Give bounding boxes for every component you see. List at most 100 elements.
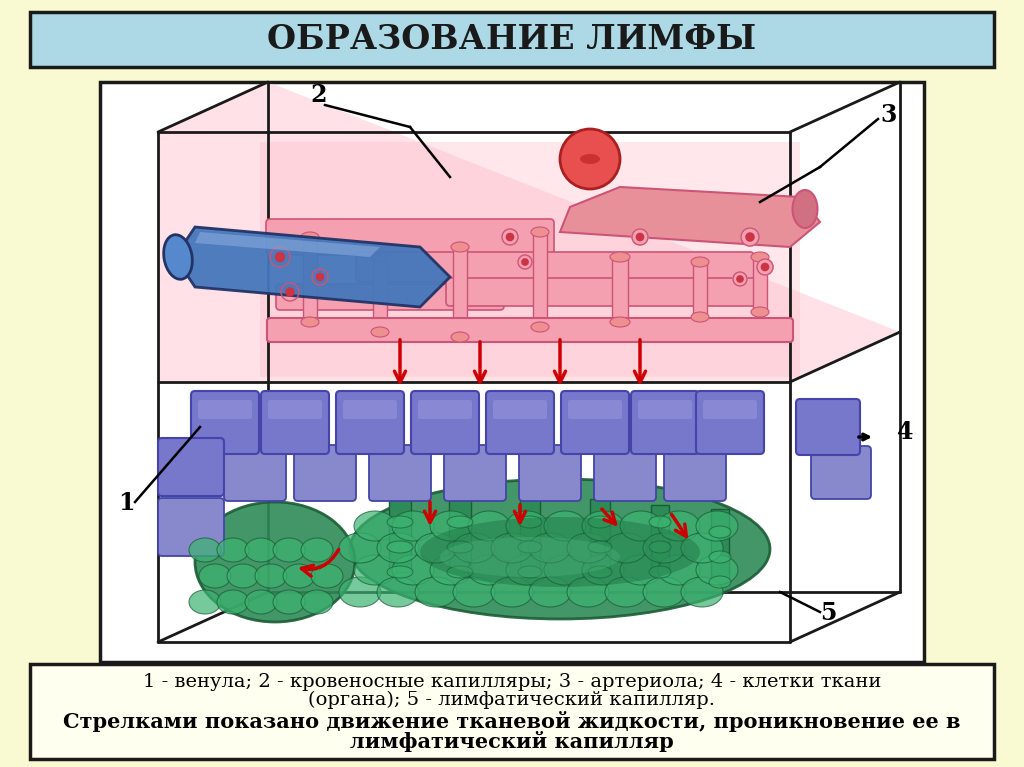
Bar: [449, 489, 471, 572]
FancyBboxPatch shape: [796, 399, 860, 455]
Ellipse shape: [245, 590, 278, 614]
FancyBboxPatch shape: [343, 400, 397, 419]
Ellipse shape: [301, 317, 319, 327]
Ellipse shape: [377, 533, 419, 563]
Ellipse shape: [195, 502, 355, 622]
FancyBboxPatch shape: [224, 445, 286, 501]
Ellipse shape: [387, 541, 413, 553]
FancyBboxPatch shape: [198, 400, 252, 419]
Ellipse shape: [339, 577, 381, 607]
Ellipse shape: [610, 252, 630, 262]
Ellipse shape: [649, 541, 671, 553]
Ellipse shape: [506, 555, 548, 585]
Ellipse shape: [354, 511, 396, 541]
Ellipse shape: [751, 307, 769, 317]
Ellipse shape: [518, 541, 542, 553]
Polygon shape: [158, 82, 900, 382]
Ellipse shape: [490, 533, 534, 563]
Bar: [303, 237, 317, 322]
Ellipse shape: [605, 533, 647, 563]
Circle shape: [757, 259, 773, 275]
FancyBboxPatch shape: [267, 318, 793, 342]
Ellipse shape: [217, 590, 249, 614]
Ellipse shape: [453, 533, 495, 563]
Ellipse shape: [377, 577, 419, 607]
Ellipse shape: [453, 577, 495, 607]
Ellipse shape: [301, 590, 333, 614]
Ellipse shape: [531, 227, 549, 237]
Text: (органа); 5 - лимфатический капилляр.: (органа); 5 - лимфатический капилляр.: [308, 691, 716, 709]
Text: Стрелками показано движение тканевой жидкости, проникновение ее в: Стрелками показано движение тканевой жид…: [63, 710, 961, 732]
Circle shape: [316, 273, 324, 281]
FancyBboxPatch shape: [519, 445, 581, 501]
Bar: [534, 232, 547, 327]
Bar: [590, 499, 610, 572]
FancyBboxPatch shape: [703, 400, 757, 419]
Bar: [520, 497, 540, 572]
Ellipse shape: [354, 555, 396, 585]
FancyBboxPatch shape: [444, 445, 506, 501]
Ellipse shape: [649, 516, 671, 528]
Ellipse shape: [415, 533, 457, 563]
FancyBboxPatch shape: [336, 391, 404, 454]
Polygon shape: [175, 227, 450, 307]
Ellipse shape: [529, 577, 571, 607]
FancyBboxPatch shape: [268, 400, 322, 419]
Ellipse shape: [255, 564, 287, 588]
Ellipse shape: [447, 566, 473, 578]
Text: 2: 2: [310, 83, 327, 107]
FancyBboxPatch shape: [30, 12, 994, 67]
FancyBboxPatch shape: [631, 391, 699, 454]
Ellipse shape: [620, 555, 662, 585]
Ellipse shape: [531, 322, 549, 332]
Ellipse shape: [620, 511, 662, 541]
Ellipse shape: [518, 566, 542, 578]
Ellipse shape: [392, 555, 434, 585]
Ellipse shape: [681, 533, 723, 563]
FancyBboxPatch shape: [30, 664, 994, 759]
FancyBboxPatch shape: [294, 445, 356, 501]
Ellipse shape: [447, 516, 473, 528]
Ellipse shape: [339, 533, 381, 563]
Ellipse shape: [658, 555, 700, 585]
Ellipse shape: [490, 577, 534, 607]
Ellipse shape: [588, 541, 612, 553]
Circle shape: [522, 258, 528, 265]
Ellipse shape: [468, 555, 510, 585]
Circle shape: [312, 269, 328, 285]
Circle shape: [507, 233, 514, 241]
Circle shape: [275, 252, 285, 262]
Bar: [373, 257, 387, 332]
Ellipse shape: [529, 533, 571, 563]
Ellipse shape: [273, 590, 305, 614]
Circle shape: [632, 229, 648, 245]
Bar: [453, 247, 467, 337]
Ellipse shape: [544, 555, 586, 585]
Ellipse shape: [301, 538, 333, 562]
Ellipse shape: [696, 555, 738, 585]
FancyBboxPatch shape: [418, 400, 472, 419]
Bar: [693, 262, 707, 317]
FancyBboxPatch shape: [276, 284, 504, 310]
Ellipse shape: [544, 511, 586, 541]
Ellipse shape: [430, 511, 472, 541]
FancyBboxPatch shape: [696, 391, 764, 454]
Ellipse shape: [371, 327, 389, 337]
FancyBboxPatch shape: [561, 391, 629, 454]
Ellipse shape: [468, 511, 510, 541]
Circle shape: [560, 129, 620, 189]
Text: лимфатический капилляр: лимфатический капилляр: [350, 730, 674, 752]
Text: 4: 4: [897, 420, 913, 444]
FancyBboxPatch shape: [411, 391, 479, 454]
Polygon shape: [260, 142, 800, 377]
FancyBboxPatch shape: [446, 278, 764, 306]
FancyBboxPatch shape: [486, 391, 554, 454]
Ellipse shape: [283, 564, 315, 588]
Ellipse shape: [793, 190, 817, 228]
FancyBboxPatch shape: [594, 445, 656, 501]
Ellipse shape: [582, 555, 624, 585]
Ellipse shape: [387, 516, 413, 528]
FancyBboxPatch shape: [191, 391, 259, 454]
FancyBboxPatch shape: [568, 400, 622, 419]
Circle shape: [741, 228, 759, 246]
